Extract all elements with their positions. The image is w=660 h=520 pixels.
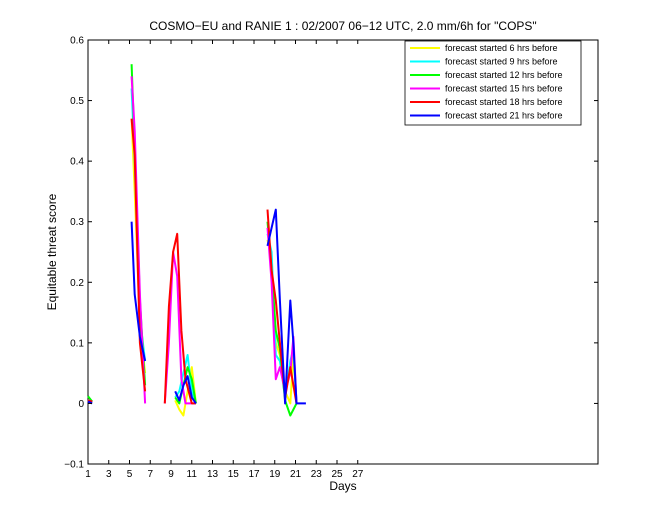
legend: forecast started 6 hrs before forecast st… bbox=[404, 40, 582, 126]
y-tick-label: 0.6 bbox=[70, 36, 84, 47]
x-tick-label: 19 bbox=[269, 469, 281, 480]
y-tick-label: −0.1 bbox=[64, 460, 84, 471]
legend-box bbox=[404, 40, 582, 126]
legend-label: forecast started 15 hrs before bbox=[445, 84, 563, 94]
x-tick-label: 13 bbox=[207, 469, 219, 480]
series-layer bbox=[87, 64, 306, 417]
x-tick-label: 1 bbox=[85, 469, 91, 480]
legend-label: forecast started 21 hrs before bbox=[445, 111, 563, 121]
series-line bbox=[87, 399, 93, 403]
series-line bbox=[174, 375, 197, 404]
legend-label: forecast started 9 hrs before bbox=[445, 57, 558, 67]
x-axis-label: Days bbox=[329, 479, 356, 493]
series-line bbox=[130, 118, 147, 392]
series-6 bbox=[87, 208, 306, 405]
series-line bbox=[266, 208, 306, 405]
y-tick-label: 0.5 bbox=[70, 96, 84, 107]
x-tick-label: 5 bbox=[127, 469, 133, 480]
x-tick-label: 27 bbox=[352, 469, 364, 480]
legend-label: forecast started 18 hrs before bbox=[445, 97, 563, 107]
x-tick-label: 15 bbox=[228, 469, 240, 480]
x-tick-label: 9 bbox=[168, 469, 174, 480]
series-line bbox=[163, 232, 196, 405]
series-line bbox=[174, 354, 197, 404]
y-tick-label: 0.4 bbox=[70, 157, 84, 168]
x-tick-label: 3 bbox=[106, 469, 112, 480]
x-tick-label: 11 bbox=[187, 469, 198, 480]
y-axis: −0.1 0 0.1 0.2 0.3 0.4 0.5 0.6 bbox=[64, 36, 598, 471]
y-tick-label: 0 bbox=[78, 399, 84, 410]
y-axis-label: Equitable threat score bbox=[45, 193, 59, 310]
x-tick-label: 7 bbox=[147, 469, 153, 480]
x-tick-label: 21 bbox=[290, 469, 302, 480]
y-tick-label: 0.1 bbox=[70, 338, 84, 349]
x-tick-label: 17 bbox=[248, 469, 260, 480]
x-axis: 1 3 5 7 9 11 13 15 17 19 21 23 25 27 bbox=[85, 40, 364, 480]
y-tick-label: 0.3 bbox=[70, 217, 84, 228]
x-tick-label: 25 bbox=[331, 469, 343, 480]
series-line bbox=[163, 251, 196, 405]
chart-title: COSMO−EU and RANIE 1 : 02/2007 06−12 UTC… bbox=[149, 19, 536, 33]
series-line bbox=[130, 221, 147, 362]
x-tick-label: 23 bbox=[311, 469, 323, 480]
legend-label: forecast started 6 hrs before bbox=[445, 43, 558, 53]
y-tick-label: 0.2 bbox=[70, 278, 84, 289]
legend-label: forecast started 12 hrs before bbox=[445, 70, 563, 80]
